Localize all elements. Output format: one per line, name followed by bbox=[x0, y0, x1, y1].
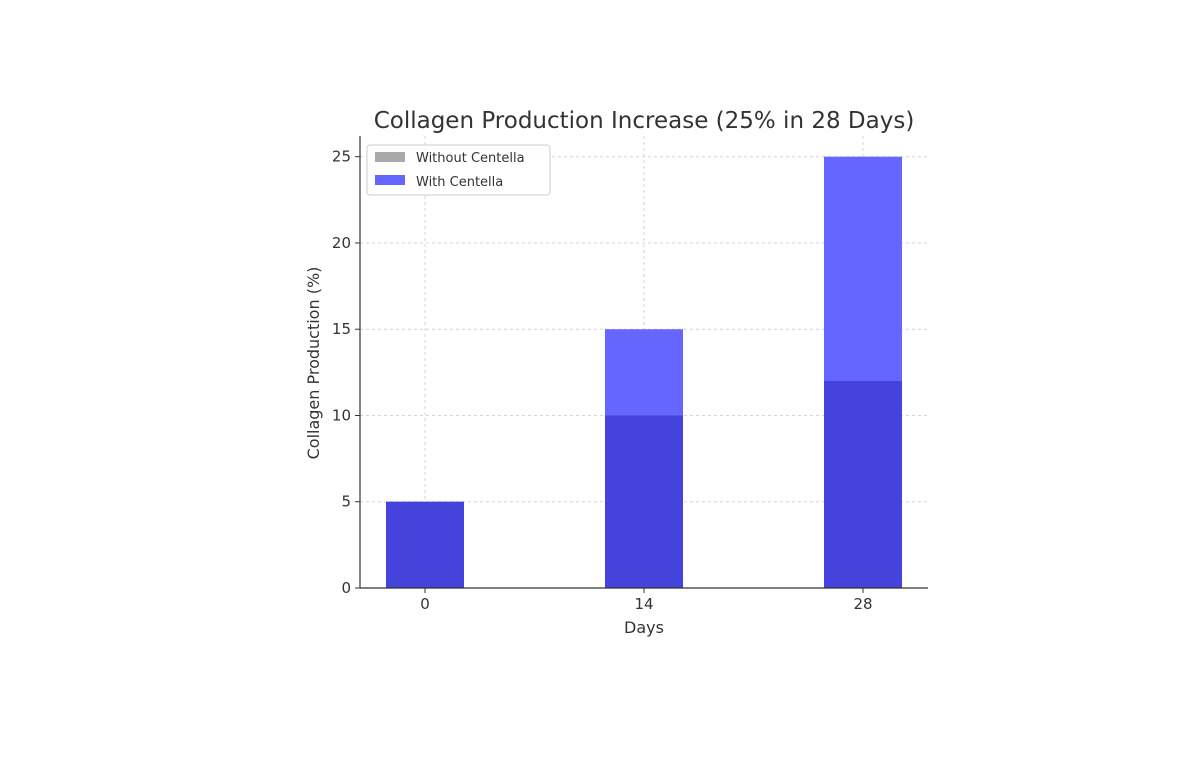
ticks: 0 5 10 15 20 25 0 14 28 bbox=[332, 148, 873, 613]
y-tick-label: 0 bbox=[341, 579, 351, 597]
legend-label-without-centella: Without Centella bbox=[416, 151, 525, 166]
y-tick-label: 10 bbox=[332, 406, 351, 424]
legend-box bbox=[366, 144, 551, 196]
chart-title: Collagen Production Increase (25% in 28 … bbox=[374, 108, 915, 134]
x-tick-label: 0 bbox=[420, 595, 430, 613]
y-tick-label: 20 bbox=[332, 234, 351, 252]
bar-without-centella bbox=[824, 380, 902, 588]
legend-swatch-without-centella bbox=[375, 152, 405, 162]
x-axis-label: Days bbox=[624, 618, 664, 637]
y-axis-label: Collagen Production (%) bbox=[304, 267, 323, 460]
x-tick-label: 14 bbox=[634, 595, 653, 613]
bar-without-centella bbox=[605, 415, 683, 588]
legend-label-with-centella: With Centella bbox=[416, 175, 503, 190]
y-tick-label: 5 bbox=[341, 493, 351, 511]
bars bbox=[386, 156, 902, 589]
x-tick-label: 28 bbox=[853, 595, 872, 613]
legend: Without Centella With Centella bbox=[366, 144, 551, 196]
legend-swatch-with-centella bbox=[375, 175, 405, 185]
y-tick-label: 15 bbox=[332, 320, 351, 338]
bar-without-centella bbox=[386, 501, 464, 588]
y-tick-label: 25 bbox=[332, 148, 351, 166]
